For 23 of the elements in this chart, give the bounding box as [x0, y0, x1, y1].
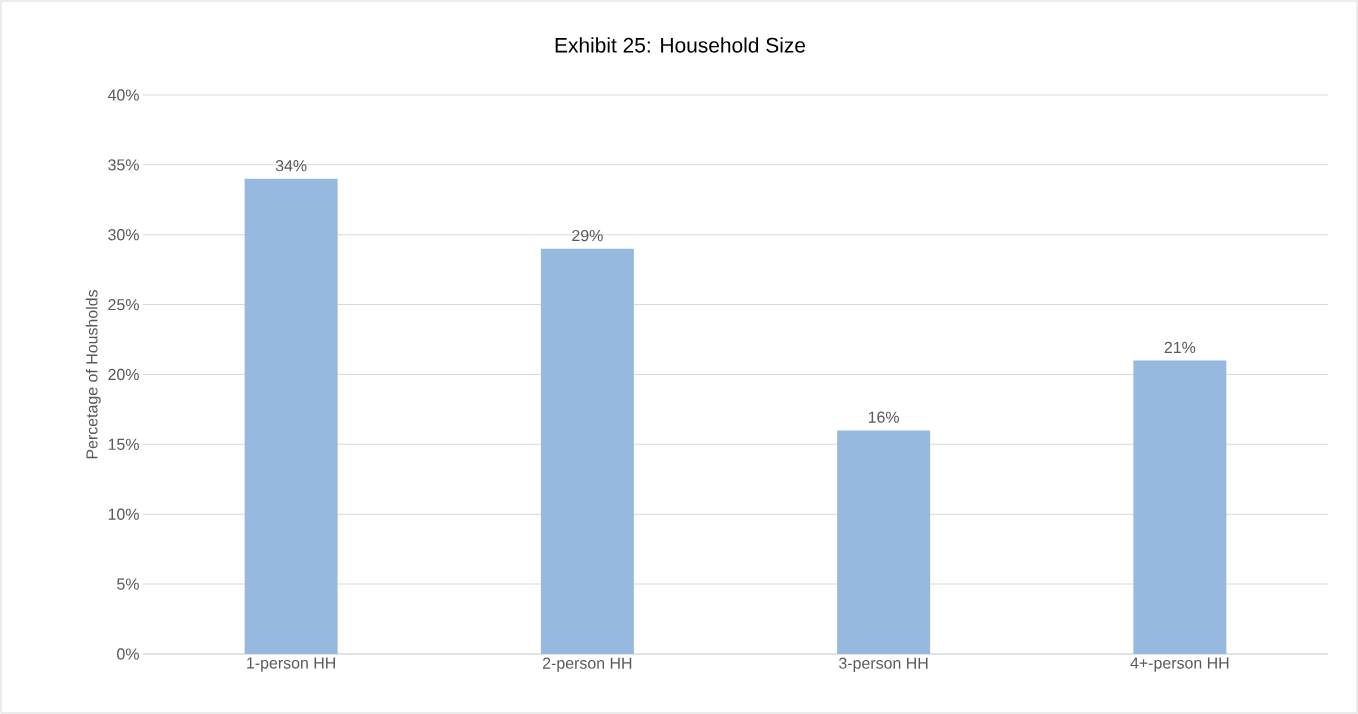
y-tick-label: 25% [108, 298, 139, 311]
y-axis-title: Percetage of Housholds [85, 290, 101, 459]
y-tick-label: 0% [117, 648, 139, 660]
x-tick-label: 1-person HH [247, 657, 335, 672]
y-tick-label: 15% [108, 438, 139, 450]
bar [1133, 360, 1227, 654]
y-tick-label: 35% [108, 159, 139, 171]
chart-title: Exhibit 25: Household Size [555, 37, 806, 53]
y-tick-label: 5% [117, 578, 139, 590]
bar [837, 430, 931, 654]
y-tick-label: 30% [108, 229, 139, 241]
y-tick-label: 10% [108, 508, 139, 520]
bar [540, 248, 634, 654]
x-tick-label: 4+-person HH [1130, 657, 1229, 672]
bar [244, 178, 338, 654]
x-tick-label: 2-person HH [542, 657, 632, 672]
data-label: 21% [1164, 341, 1196, 353]
data-label: 34% [275, 160, 307, 172]
x-tick-label: 3-person HH [839, 657, 928, 672]
data-label: 16% [868, 411, 899, 423]
data-label: 29% [572, 229, 603, 242]
y-tick-label: 40% [107, 89, 139, 101]
y-tick-label: 20% [108, 368, 139, 381]
